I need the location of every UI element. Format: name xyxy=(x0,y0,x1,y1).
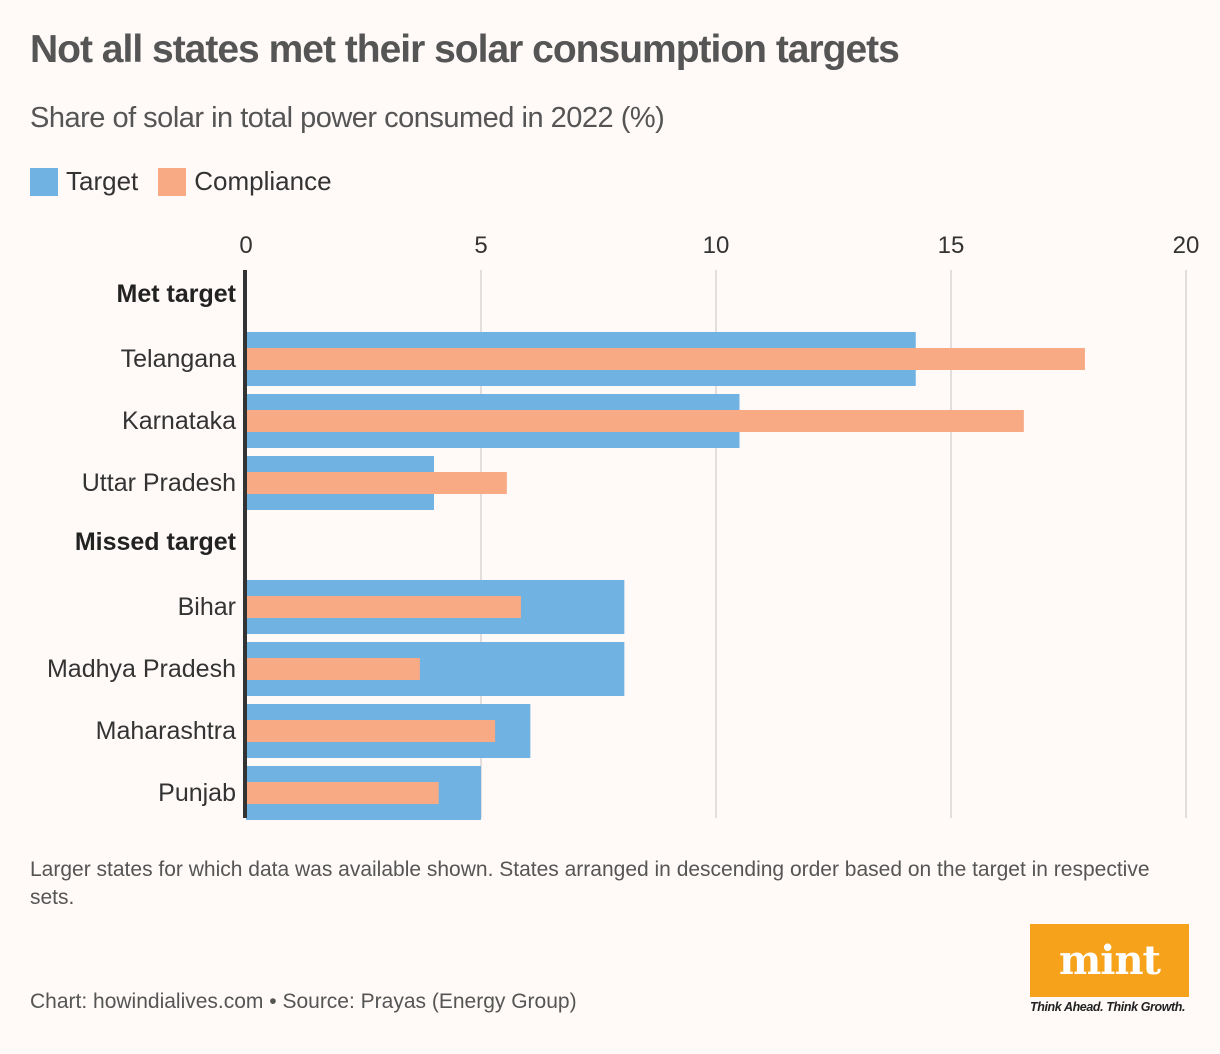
category-label: Karnataka xyxy=(122,407,236,435)
compliance-bar xyxy=(246,658,420,680)
x-tick-label: 20 xyxy=(1173,232,1200,259)
compliance-bar xyxy=(246,596,521,618)
logo-tagline: Think Ahead. Think Growth. xyxy=(1030,1000,1186,1014)
category-label: Bihar xyxy=(178,593,236,621)
legend-swatch-target xyxy=(30,167,58,196)
category-label: Telangana xyxy=(121,345,236,373)
compliance-bar xyxy=(246,472,507,494)
x-tick-label: 10 xyxy=(703,232,730,259)
legend-swatch-compliance xyxy=(158,167,187,196)
category-label: Punjab xyxy=(158,779,236,807)
x-tick-label: 15 xyxy=(938,232,965,259)
chart-title: Not all states met their solar consumpti… xyxy=(30,28,900,71)
source-credit: Chart: howindialives.com • Source: Praya… xyxy=(30,990,577,1013)
group-label: Met target xyxy=(117,280,237,308)
footnote: Larger states for which data was availab… xyxy=(30,858,1150,909)
x-tick-label: 5 xyxy=(474,232,487,259)
bar-chart: 0 5 10 15 20 Met target Telangana Karnataka Utta… xyxy=(47,232,1200,820)
chart-subtitle: Share of solar in total power consumed i… xyxy=(30,102,665,134)
legend-label-compliance: Compliance xyxy=(194,166,332,196)
compliance-bar xyxy=(246,782,439,804)
category-label: Maharashtra xyxy=(96,717,236,745)
legend: Target Compliance xyxy=(30,166,352,197)
category-label: Uttar Pradesh xyxy=(82,469,236,497)
category-label: Madhya Pradesh xyxy=(47,655,236,683)
compliance-bar xyxy=(246,348,1085,370)
group-label: Missed target xyxy=(75,528,237,556)
legend-item-compliance: Compliance xyxy=(158,166,332,197)
mint-logo: mint xyxy=(1030,924,1189,997)
legend-item-target: Target xyxy=(30,166,138,197)
x-tick-label: 0 xyxy=(239,232,252,259)
legend-label-target: Target xyxy=(66,166,139,196)
compliance-bar xyxy=(246,410,1024,432)
compliance-bar xyxy=(246,720,496,742)
